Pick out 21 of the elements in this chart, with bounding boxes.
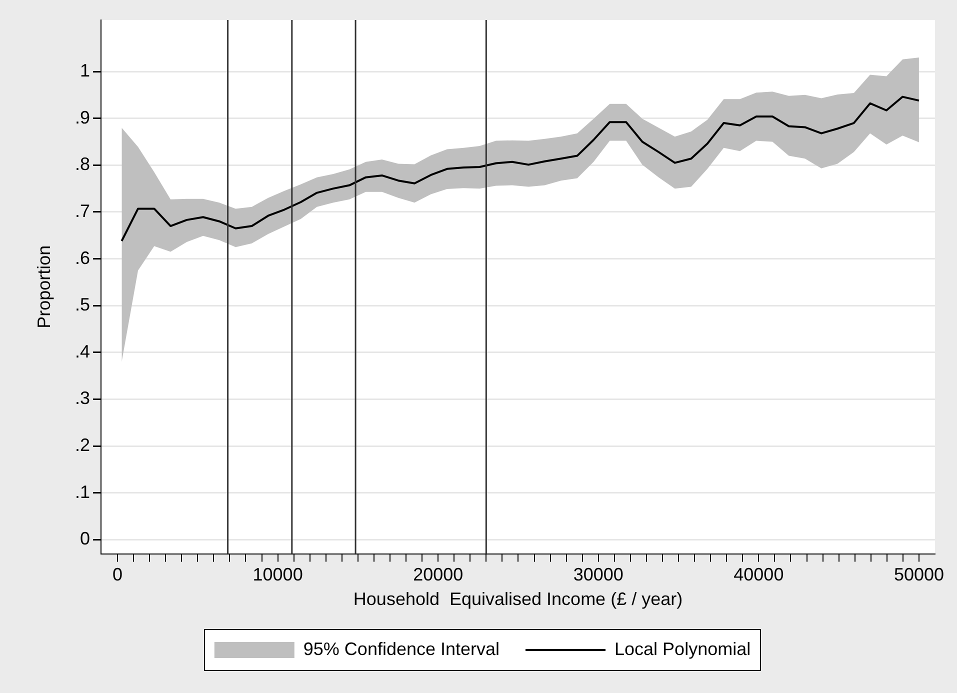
x-tick-label: 0	[112, 564, 123, 585]
x-tick-label: 20000	[413, 564, 464, 585]
x-tick-label: 40000	[734, 564, 784, 585]
x-tick-label: 10000	[252, 564, 303, 585]
y-tick-label: .4	[74, 341, 90, 362]
x-axis-title: Household Equivalised Income (£ / year)	[353, 589, 683, 610]
legend-label: 95% Confidence Interval	[303, 638, 500, 659]
y-tick-label: .6	[74, 248, 90, 268]
y-tick-label: .1	[74, 482, 90, 502]
legend-label: Local Polynomial	[614, 638, 751, 659]
y-tick-label: .7	[74, 200, 90, 221]
y-tick-label: .3	[74, 388, 90, 408]
y-tick-label: .9	[74, 107, 90, 128]
y-tick-label: 1	[80, 60, 90, 80]
y-tick-label: .8	[74, 154, 90, 174]
y-tick-label: .5	[74, 294, 90, 315]
y-tick-label: 0	[80, 528, 90, 549]
x-tick-label: 50000	[894, 564, 944, 585]
y-tick-label: .2	[74, 435, 90, 456]
y-axis-title: Proportion	[34, 245, 54, 328]
x-tick-label: 30000	[573, 564, 624, 585]
